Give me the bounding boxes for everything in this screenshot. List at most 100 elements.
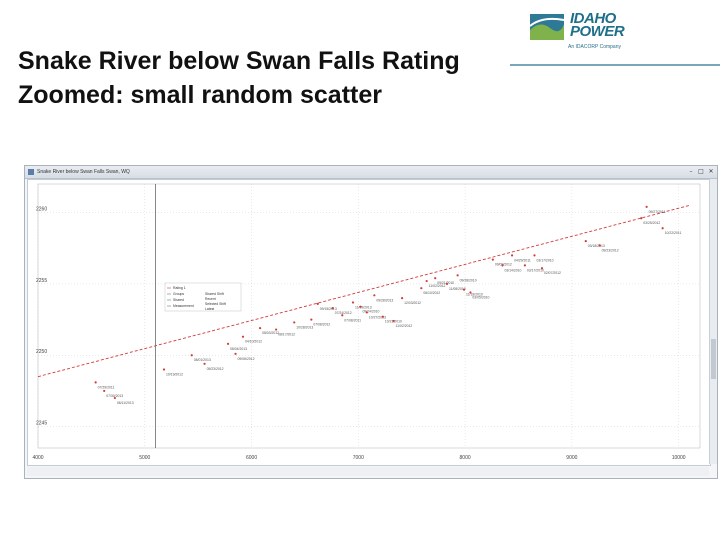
logo-word-line-1: IDAHO bbox=[570, 10, 616, 27]
measurement-point-label: 10/27/2013 bbox=[369, 315, 386, 319]
logo-wordmark: IDAHO POWER bbox=[570, 10, 640, 40]
legend-row-label: Shared bbox=[173, 298, 184, 302]
minimize-button[interactable]: – bbox=[687, 168, 695, 175]
logo-tagline: An IDACORP Company bbox=[568, 44, 621, 50]
measurement-point[interactable] bbox=[310, 318, 313, 321]
measurement-point[interactable] bbox=[373, 294, 376, 297]
measurement-point-label: 08/03/2012 bbox=[262, 331, 279, 335]
window-title: Snake River below Swan Falls Swan, WQ bbox=[37, 169, 130, 175]
measurement-point-label: 09/21/2010 bbox=[437, 281, 454, 285]
measurement-point[interactable] bbox=[425, 279, 428, 283]
measurement-point[interactable] bbox=[645, 205, 648, 208]
measurement-point-label: 03/17/2010 bbox=[537, 258, 554, 262]
y-tick-label: 2245 bbox=[36, 421, 47, 427]
company-logo: IDAHO POWER An IDACORP Company bbox=[528, 10, 638, 58]
measurement-point[interactable] bbox=[365, 311, 368, 314]
measurement-point-label: 09/24/2010 bbox=[362, 310, 379, 314]
measurement-point-label: 06/10/2012 bbox=[423, 291, 440, 295]
measurement-point-label: 04/29/2011 bbox=[514, 258, 531, 262]
measurement-point-label: 03/14/2010 bbox=[504, 268, 521, 272]
measurement-point[interactable] bbox=[640, 217, 643, 220]
x-tick-label: 7000 bbox=[353, 455, 364, 461]
measurement-point[interactable] bbox=[661, 227, 664, 230]
measurement-point[interactable] bbox=[392, 319, 395, 323]
measurement-point[interactable] bbox=[501, 264, 504, 267]
legend-row-label: Groups bbox=[173, 292, 184, 296]
measurement-point-label: 05/23/2012 bbox=[207, 367, 224, 371]
measurement-point[interactable] bbox=[203, 362, 206, 365]
measurement-point[interactable] bbox=[381, 315, 384, 318]
measurement-point-label: 11/18/2010 bbox=[466, 293, 483, 297]
measurement-points: 07/29/2011 07/30/2013 06/11/2013 10/19/2012… bbox=[94, 205, 682, 405]
measurement-point[interactable] bbox=[241, 335, 245, 338]
measurement-point[interactable] bbox=[445, 282, 449, 285]
measurement-point[interactable] bbox=[359, 305, 362, 308]
legend-col-label: Selected Shift bbox=[205, 302, 226, 306]
measurement-point[interactable] bbox=[533, 254, 536, 257]
measurement-point[interactable] bbox=[351, 301, 355, 304]
measurement-point[interactable] bbox=[401, 297, 404, 300]
measurement-point[interactable] bbox=[226, 342, 230, 345]
measurement-point[interactable] bbox=[420, 287, 423, 290]
slide-title-line-1: Snake River below Swan Falls Rating bbox=[18, 47, 460, 75]
measurement-point-label: 09/15/2013 bbox=[320, 307, 337, 311]
measurement-point-label: 09/06/2012 bbox=[238, 357, 255, 361]
chart-axes: 4000 5000 6000 7000 8000 9000 10000 2260 2255 225… bbox=[32, 183, 701, 461]
measurement-point-label: 07/24/2012 bbox=[335, 311, 352, 315]
horizontal-scrollbar[interactable] bbox=[27, 467, 709, 476]
measurement-point-label: 10/22/2011 bbox=[665, 231, 682, 235]
measurement-point[interactable] bbox=[540, 267, 544, 270]
logo-word-line-2: POWER bbox=[570, 23, 625, 40]
measurement-point[interactable] bbox=[491, 258, 494, 261]
measurement-point[interactable] bbox=[275, 328, 278, 331]
measurement-point[interactable] bbox=[234, 352, 237, 355]
window-titlebar[interactable]: Snake River below Swan Falls Swan, WQ – … bbox=[25, 166, 717, 179]
measurement-point[interactable] bbox=[598, 244, 601, 247]
measurement-point[interactable] bbox=[456, 274, 459, 277]
measurement-point[interactable] bbox=[190, 354, 193, 357]
measurement-point[interactable] bbox=[162, 368, 166, 371]
slide-title: Snake River below Swan Falls Rating Zoom… bbox=[18, 44, 538, 112]
rating-chart[interactable]: 4000 5000 6000 7000 8000 9000 10000 2260 2255 225… bbox=[28, 180, 710, 465]
logo-mark-icon bbox=[529, 14, 565, 40]
close-button[interactable]: ✕ bbox=[708, 168, 714, 175]
measurement-point[interactable] bbox=[94, 381, 97, 384]
rating-curve bbox=[37, 204, 690, 378]
vertical-scrollbar[interactable] bbox=[709, 179, 717, 464]
x-tick-label: 8000 bbox=[460, 455, 471, 461]
plot-border bbox=[37, 183, 701, 449]
plot-area[interactable]: 4000 5000 6000 7000 8000 9000 10000 2260 2255 225… bbox=[27, 179, 711, 466]
measurement-point[interactable] bbox=[469, 291, 472, 294]
measurement-point-label: 07/08/2011 bbox=[344, 318, 361, 322]
legend-row-label: Rating 1 bbox=[173, 286, 186, 290]
rating-curve-line bbox=[37, 204, 690, 378]
measurement-point[interactable] bbox=[316, 302, 319, 305]
measurement-point[interactable] bbox=[341, 314, 344, 317]
measurement-point[interactable] bbox=[510, 254, 514, 257]
measurement-point[interactable] bbox=[462, 288, 466, 291]
y-tick-label: 2260 bbox=[36, 207, 47, 213]
maximize-button[interactable]: □ bbox=[698, 168, 704, 175]
measurement-point-label: 09/23/2012 bbox=[602, 248, 619, 252]
measurement-point-label: 07/08/2012 bbox=[313, 323, 330, 327]
app-icon bbox=[28, 169, 34, 175]
measurement-point[interactable] bbox=[523, 264, 526, 267]
measurement-point-label: 07/30/2013 bbox=[106, 394, 123, 398]
x-tick-label: 5000 bbox=[139, 455, 150, 461]
measurement-point-label: 03/25/2012 bbox=[643, 221, 660, 225]
measurement-point-label: 10/28/2013 bbox=[296, 325, 313, 329]
measurement-point-label: 03/17/2010 bbox=[527, 268, 544, 272]
measurement-point-label: 11/02/2012 bbox=[429, 284, 446, 288]
measurement-point[interactable] bbox=[113, 396, 116, 400]
measurement-point-label: 02/07/2012 bbox=[544, 271, 561, 275]
legend-row-label: Measurement bbox=[173, 304, 194, 308]
measurement-point[interactable] bbox=[103, 389, 106, 393]
measurement-point[interactable] bbox=[434, 277, 437, 280]
measurement-point[interactable] bbox=[584, 239, 587, 243]
measurement-point[interactable] bbox=[331, 307, 334, 310]
y-tick-label: 2255 bbox=[36, 278, 47, 284]
vertical-scroll-thumb[interactable] bbox=[711, 339, 716, 379]
measurement-point[interactable] bbox=[293, 321, 296, 324]
measurement-point[interactable] bbox=[258, 327, 262, 330]
chart-legend: Rating 1 Groups Shared Measurement Shared Sh… bbox=[164, 282, 242, 312]
